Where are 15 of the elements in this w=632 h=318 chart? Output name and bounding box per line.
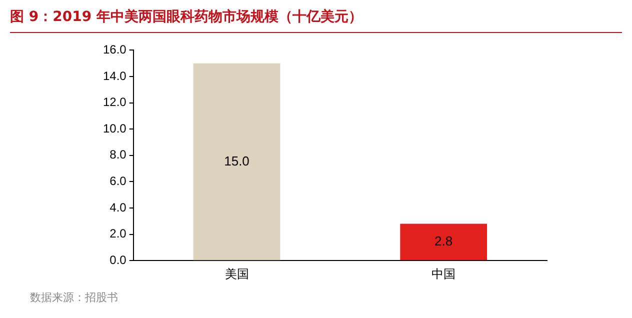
data-label: 15.0	[224, 153, 250, 168]
x-tick-label: 美国	[224, 266, 249, 281]
y-tick-label: 14.0	[102, 68, 127, 83]
source-note: 数据来源：招股书	[30, 290, 118, 305]
y-tick-label: 4.0	[110, 200, 127, 214]
y-tick-label: 12.0	[102, 95, 127, 110]
data-label: 2.8	[434, 234, 453, 249]
y-tick-label: 2.0	[110, 226, 127, 241]
x-tick-label: 中国	[432, 266, 456, 281]
chart-title: 图 9：2019 年中美两国眼科药物市场规模（十亿美元）	[10, 8, 622, 33]
y-tick-label: 8.0	[110, 148, 127, 162]
y-tick-label: 0.0	[110, 252, 127, 267]
y-tick-label: 16.0	[102, 42, 127, 57]
y-tick-label: 10.0	[102, 121, 127, 136]
y-tick-label: 6.0	[110, 174, 127, 188]
